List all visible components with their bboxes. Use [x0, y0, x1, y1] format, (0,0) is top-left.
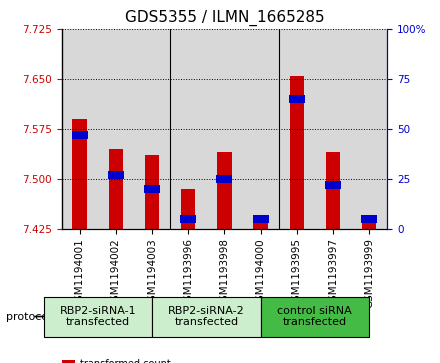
FancyBboxPatch shape	[62, 360, 75, 363]
Bar	[180, 215, 196, 223]
Bar	[279, 29, 387, 229]
Bar	[290, 76, 304, 229]
Text: protocol: protocol	[6, 311, 51, 322]
FancyBboxPatch shape	[260, 297, 369, 337]
FancyBboxPatch shape	[44, 297, 152, 337]
Text: RBP2-siRNA-1
transfected: RBP2-siRNA-1 transfected	[59, 306, 136, 327]
Title: GDS5355 / ILMN_1665285: GDS5355 / ILMN_1665285	[125, 10, 324, 26]
Bar	[216, 175, 232, 183]
Bar	[72, 131, 88, 139]
Bar	[326, 152, 340, 229]
Bar	[73, 119, 87, 229]
Bar	[253, 222, 268, 229]
Text: transformed count: transformed count	[80, 359, 170, 363]
Bar	[181, 189, 195, 229]
FancyBboxPatch shape	[152, 297, 260, 337]
Text: control siRNA
transfected: control siRNA transfected	[278, 306, 352, 327]
Bar	[62, 29, 170, 229]
Bar	[217, 152, 231, 229]
Bar	[253, 215, 268, 223]
Bar	[170, 29, 279, 229]
Bar	[289, 95, 305, 103]
Bar	[325, 181, 341, 189]
Bar	[144, 185, 160, 193]
Text: RBP2-siRNA-2
transfected: RBP2-siRNA-2 transfected	[168, 306, 245, 327]
Bar	[361, 215, 377, 223]
Bar	[145, 155, 159, 229]
Bar	[109, 149, 123, 229]
Bar	[108, 171, 124, 179]
Bar	[362, 215, 376, 229]
